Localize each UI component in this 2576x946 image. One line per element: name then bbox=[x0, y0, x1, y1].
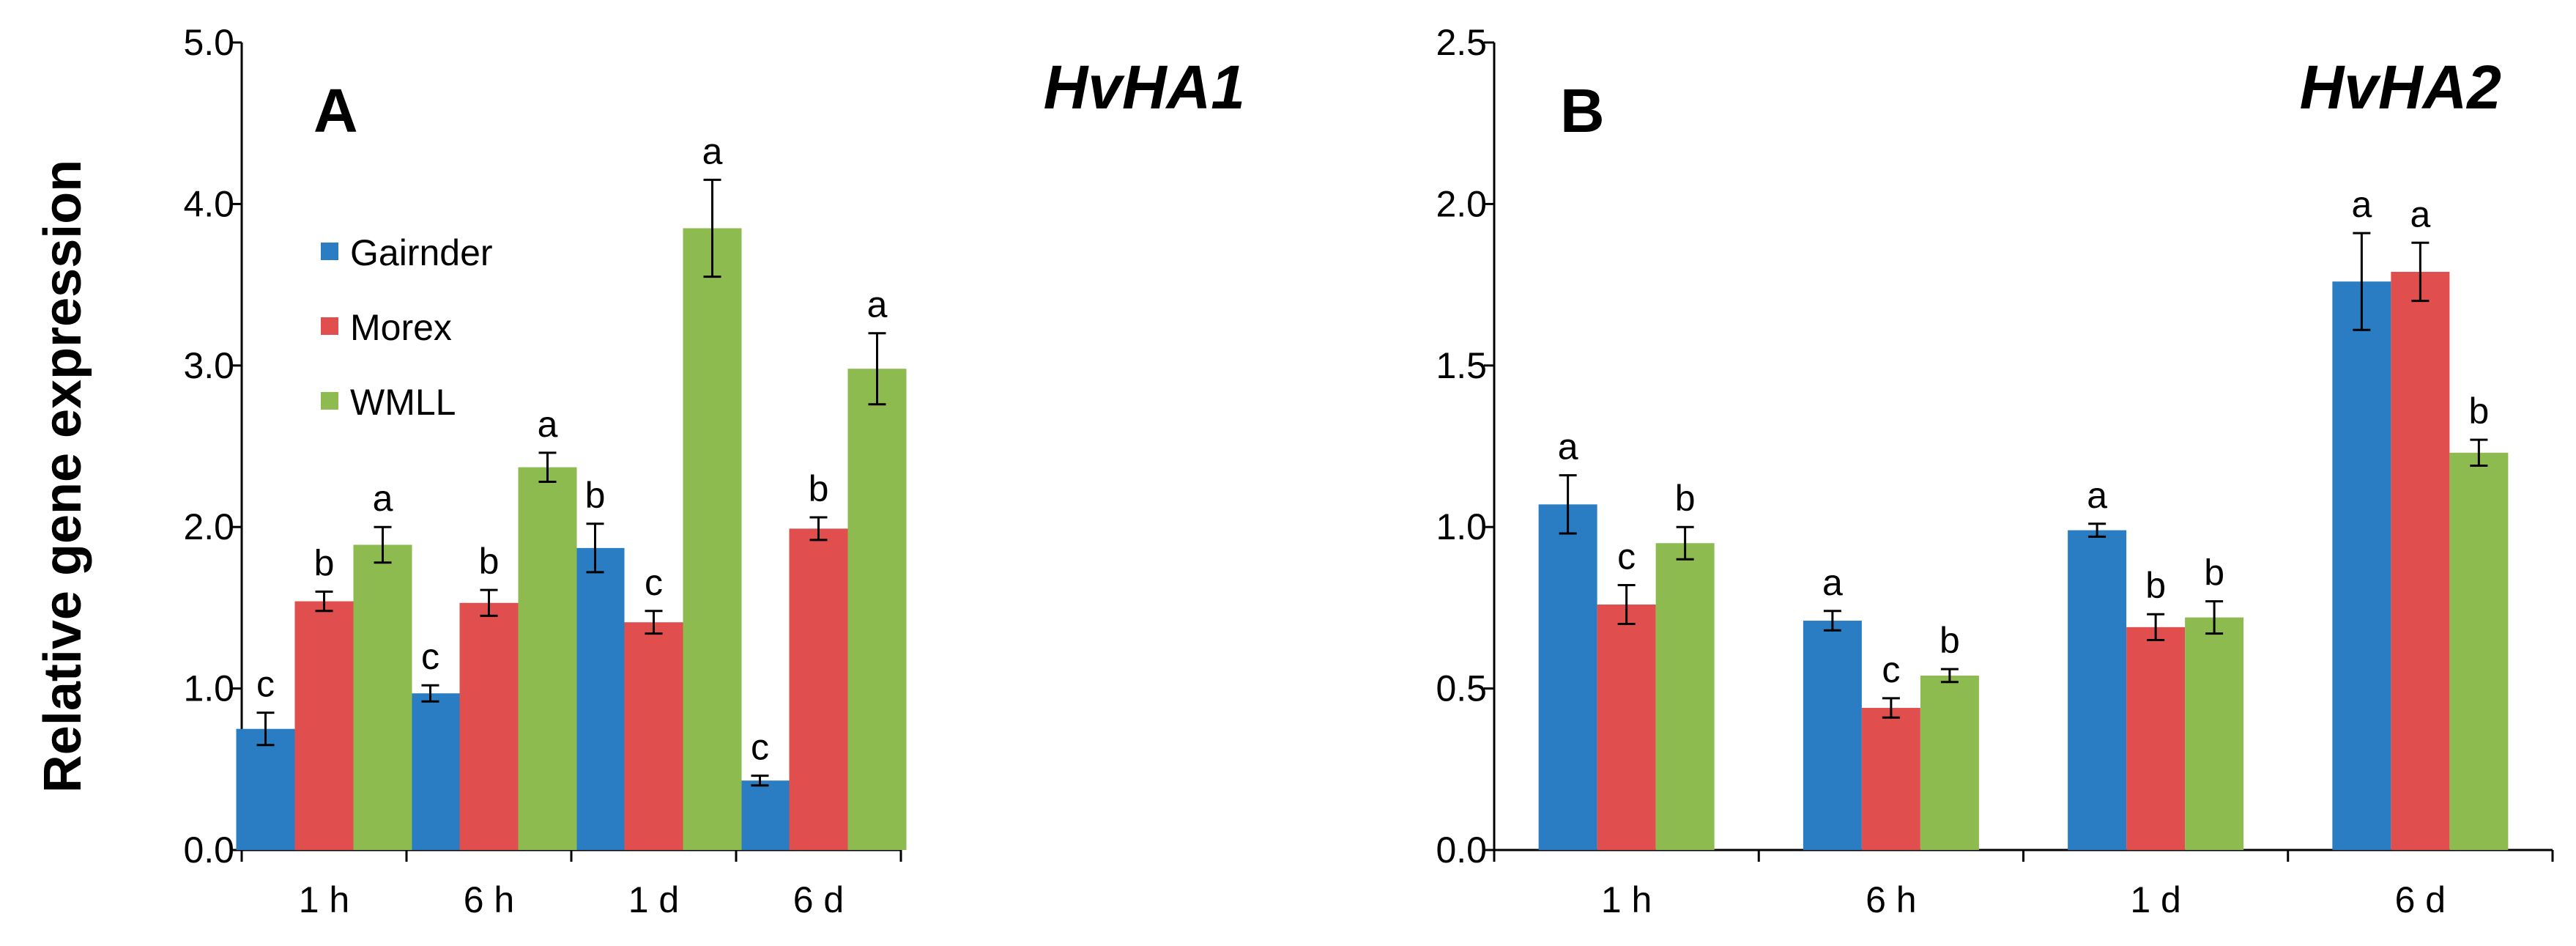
panel-a-y-tick-label: 3.0 bbox=[183, 345, 234, 386]
panel-a-y-tick-label: 0.0 bbox=[183, 829, 234, 871]
legend-swatch-morex bbox=[321, 317, 338, 335]
panel-a-gairnder-1-h-significance-letter: c bbox=[256, 664, 275, 705]
panel-b-gairnder-1-d-bar bbox=[2068, 530, 2127, 850]
panel-b-x-tick-label-1-h: 1 h bbox=[1601, 879, 1652, 920]
panel-a-x-tick-label-6-h: 6 h bbox=[464, 879, 515, 920]
panel-a-gairnder-1-h-bar bbox=[236, 728, 295, 850]
panel-a-x-tick-label-1-d: 1 d bbox=[628, 879, 680, 920]
panel-b-y-tick-label: 1.0 bbox=[1436, 506, 1487, 547]
panel-b-gairnder-1-h-significance-letter: a bbox=[1558, 426, 1578, 468]
panel-b-wmll-1-d-bar bbox=[2185, 617, 2244, 850]
panel-a-gairnder-6-h-significance-letter: c bbox=[421, 636, 439, 677]
legend-swatch-gairnder bbox=[321, 243, 338, 260]
panel-b-wmll-1-h-significance-letter: b bbox=[1675, 478, 1696, 519]
panel-a-morex-6-h-bar bbox=[459, 602, 519, 850]
panel-b-wmll-6-h-bar bbox=[1920, 675, 1979, 850]
panel-b-x-tick-label-1-d: 1 d bbox=[2130, 879, 2181, 920]
panel-b-wmll-1-h-bar bbox=[1655, 543, 1715, 850]
panel-b-wmll-1-d-significance-letter: b bbox=[2204, 553, 2224, 594]
panel-b-morex-6-h-bar bbox=[1861, 708, 1920, 850]
panel-b-x-tick-label-6-h: 6 h bbox=[1866, 879, 1917, 920]
panel-b-gairnder-1-h-bar bbox=[1538, 504, 1597, 850]
legend-label-gairnder: Gairnder bbox=[350, 232, 493, 273]
panel-b-y-tick-label: 0.0 bbox=[1436, 829, 1487, 871]
panel-b-morex-1-h-bar bbox=[1597, 604, 1656, 850]
panel-a-morex-1-d-significance-letter: c bbox=[645, 562, 663, 603]
panel-b-gairnder-6-d-bar bbox=[2332, 281, 2391, 850]
panel-a-y-tick-label: 5.0 bbox=[183, 22, 234, 63]
legend-label-morex: Morex bbox=[350, 307, 452, 348]
panel-a-wmll-6-h-significance-letter: a bbox=[538, 404, 558, 445]
panel-b-morex-1-d-significance-letter: b bbox=[2145, 565, 2166, 606]
panel-a-morex-6-d-significance-letter: b bbox=[809, 468, 829, 509]
panel-b-morex-6-d-significance-letter: a bbox=[2410, 193, 2430, 234]
panel-a-y-tick-label: 4.0 bbox=[183, 183, 234, 224]
panel-a-title: HvHA1 bbox=[1044, 53, 1245, 122]
panel-b-label: B bbox=[1560, 76, 1605, 145]
panel-b-wmll-6-d-bar bbox=[2449, 452, 2509, 850]
legend: Gairnder Morex WMLL bbox=[321, 232, 493, 423]
y-axis-label: Relative gene expression bbox=[34, 160, 92, 793]
panel-b-gairnder-6-h-significance-letter: a bbox=[1822, 562, 1843, 603]
panel-b-gairnder-1-d-significance-letter: a bbox=[2087, 475, 2107, 516]
panel-b-gairnder-6-h-bar bbox=[1803, 621, 1862, 850]
panel-a-wmll-6-d-bar bbox=[847, 369, 907, 850]
panel-a-morex-6-h-significance-letter: b bbox=[479, 541, 500, 582]
panel-a-wmll-1-h-significance-letter: a bbox=[373, 478, 393, 519]
panel-b-morex-1-d-bar bbox=[2126, 627, 2186, 850]
panel-a-wmll-6-h-bar bbox=[518, 467, 577, 850]
panel-a-wmll-1-h-bar bbox=[353, 544, 412, 850]
panel-a-label: A bbox=[313, 76, 358, 145]
panel-b-morex-1-h-significance-letter: c bbox=[1617, 536, 1636, 577]
panel-b-morex-6-h-significance-letter: c bbox=[1882, 649, 1900, 690]
panel-a-gairnder-6-d-significance-letter: c bbox=[751, 727, 769, 768]
panel-a-morex-1-h-bar bbox=[294, 601, 354, 850]
panel-b-morex-6-d-bar bbox=[2391, 271, 2450, 850]
panel-b-wmll-6-h-significance-letter: b bbox=[1940, 620, 1960, 661]
legend-label-wmll: WMLL bbox=[350, 382, 456, 423]
panel-a-wmll-1-d-significance-letter: a bbox=[702, 130, 723, 171]
panel-a-x-tick-label-1-h: 1 h bbox=[299, 879, 350, 920]
panel-b-y-tick-label: 1.5 bbox=[1436, 345, 1487, 386]
panel-a-wmll-6-d-significance-letter: a bbox=[867, 284, 888, 325]
panel-a-y-tick-label: 2.0 bbox=[183, 506, 234, 547]
panel-a-morex-6-d-bar bbox=[789, 528, 848, 850]
panel-a-y-tick-label: 1.0 bbox=[183, 668, 234, 709]
panel-b-x-tick-label-6-d: 6 d bbox=[2395, 879, 2446, 920]
panel-b-y-tick-label: 2.5 bbox=[1436, 22, 1487, 63]
panel-a-gairnder-1-d-significance-letter: b bbox=[585, 475, 606, 516]
panel-b-wmll-6-d-significance-letter: b bbox=[2468, 391, 2489, 432]
panel-b-y-tick-label: 2.0 bbox=[1436, 183, 1487, 224]
panel-b-title: HvHA2 bbox=[2300, 53, 2501, 122]
panel-a-morex-1-h-significance-letter: b bbox=[314, 542, 335, 583]
panel-a-wmll-1-d-bar bbox=[683, 228, 742, 851]
panel-b-gairnder-6-d-significance-letter: a bbox=[2351, 184, 2372, 225]
legend-swatch-wmll bbox=[321, 392, 338, 410]
panel-a-morex-1-d-bar bbox=[624, 622, 683, 850]
panel-b-y-tick-label: 0.5 bbox=[1436, 668, 1487, 709]
panel-a-x-tick-label-6-d: 6 d bbox=[793, 879, 845, 920]
